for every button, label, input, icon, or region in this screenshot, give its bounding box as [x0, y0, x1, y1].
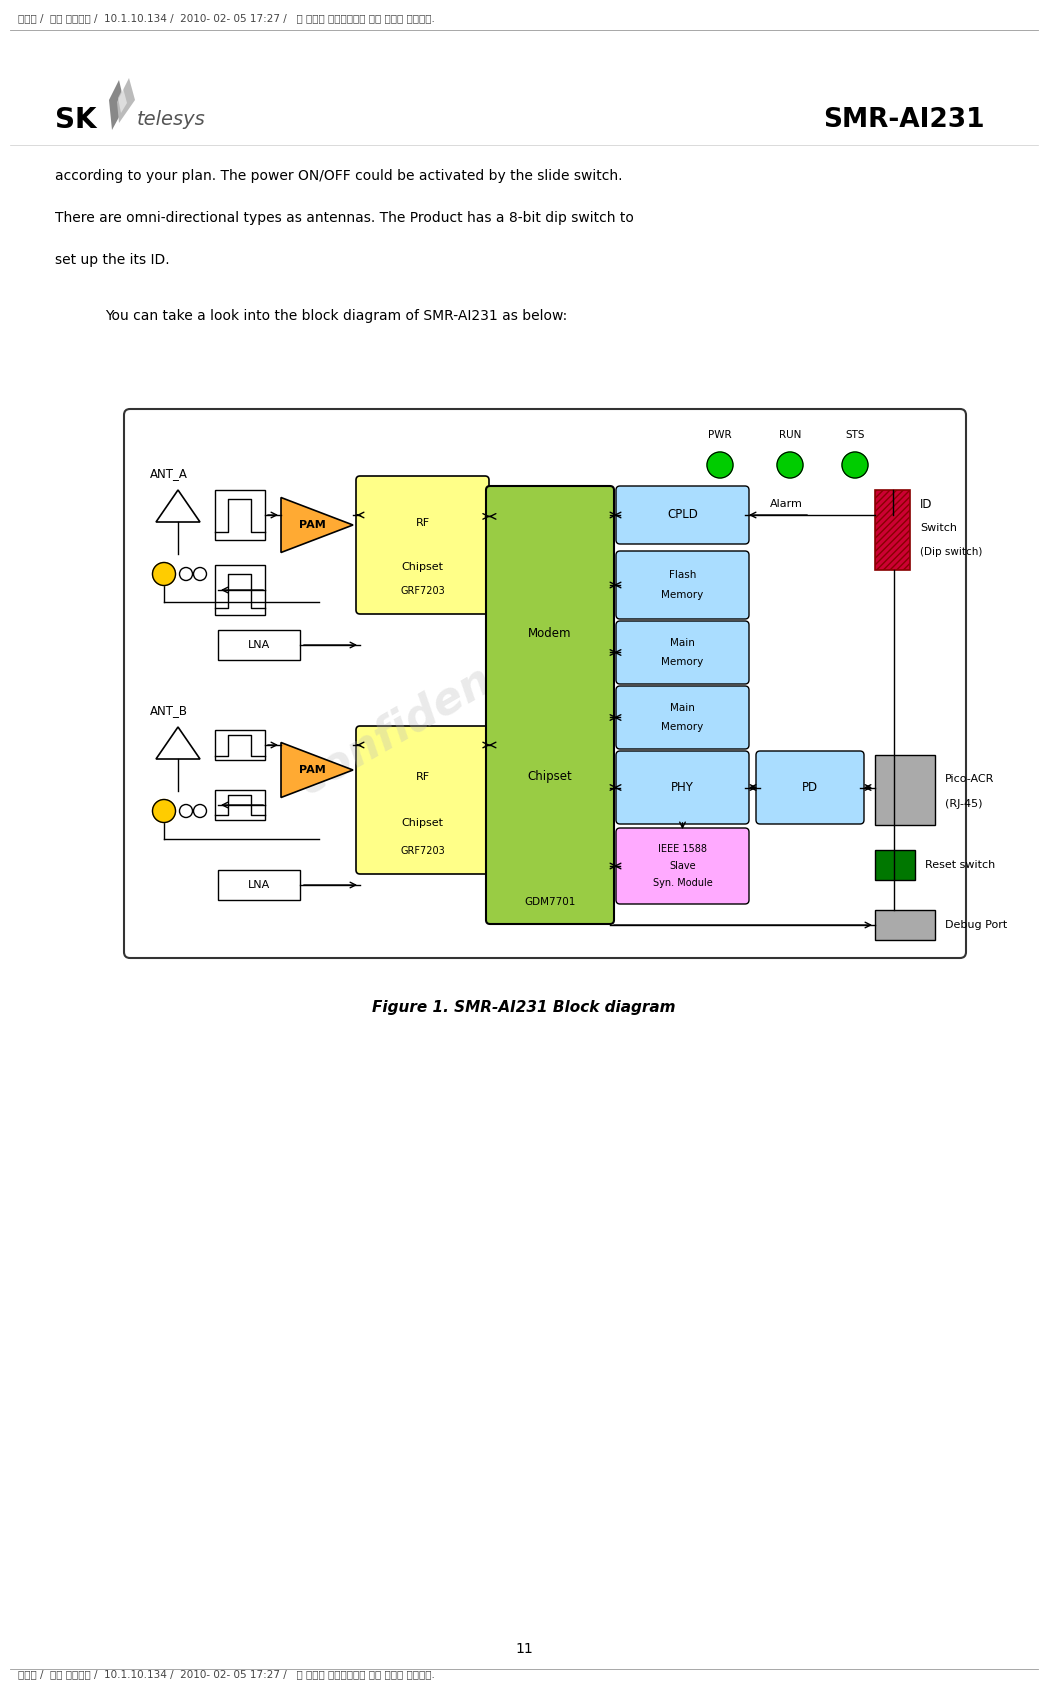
Text: RUN: RUN [779, 429, 801, 440]
Text: set up the its ID.: set up the its ID. [54, 253, 170, 266]
FancyBboxPatch shape [875, 910, 935, 940]
Text: Main: Main [670, 703, 695, 713]
Text: Alarm: Alarm [770, 499, 803, 509]
Text: SK: SK [54, 105, 96, 134]
Text: PHY: PHY [671, 781, 694, 794]
Text: Memory: Memory [661, 591, 703, 601]
FancyBboxPatch shape [616, 485, 749, 545]
Circle shape [153, 799, 175, 823]
Polygon shape [156, 726, 200, 759]
Circle shape [153, 562, 175, 585]
Text: 총무팀 /  사원 테스트용 /  10.1.10.134 /  2010- 02- 05 17:27 /   이 문서는 보안문서로서 외부 반출을 금합니다: 총무팀 / 사원 테스트용 / 10.1.10.134 / 2010- 02- … [18, 14, 435, 24]
Circle shape [777, 451, 803, 479]
Text: (Dip switch): (Dip switch) [920, 548, 982, 557]
Text: ANT_A: ANT_A [150, 467, 188, 480]
Text: 총무팀 /  사원 테스트용 /  10.1.10.134 /  2010- 02- 05 17:27 /   이 문서는 보안문서로서 외부 반출을 금합니다: 총무팀 / 사원 테스트용 / 10.1.10.134 / 2010- 02- … [18, 1670, 435, 1678]
Text: SMR-AI231: SMR-AI231 [824, 107, 985, 132]
Text: Memory: Memory [661, 657, 703, 667]
Text: Memory: Memory [661, 721, 703, 731]
Text: confidential: confidential [290, 616, 570, 803]
Text: Syn. Module: Syn. Module [653, 877, 713, 888]
FancyBboxPatch shape [875, 490, 910, 570]
Text: LNA: LNA [248, 640, 270, 650]
FancyBboxPatch shape [218, 871, 300, 899]
FancyBboxPatch shape [215, 730, 265, 760]
Text: Pico-ACR: Pico-ACR [945, 774, 995, 784]
Text: Chipset: Chipset [401, 562, 443, 572]
Text: ANT_B: ANT_B [150, 704, 188, 718]
Text: RF: RF [415, 772, 430, 782]
FancyBboxPatch shape [215, 565, 265, 614]
Polygon shape [281, 497, 353, 553]
FancyBboxPatch shape [875, 850, 915, 881]
Circle shape [194, 567, 206, 580]
Text: Switch: Switch [920, 523, 957, 533]
FancyBboxPatch shape [756, 752, 864, 825]
Polygon shape [281, 743, 353, 798]
FancyBboxPatch shape [875, 755, 935, 825]
FancyBboxPatch shape [616, 621, 749, 684]
FancyBboxPatch shape [616, 686, 749, 748]
FancyBboxPatch shape [215, 791, 265, 820]
Text: PAM: PAM [299, 765, 325, 776]
Text: ID: ID [920, 497, 933, 511]
Text: RF: RF [415, 518, 430, 528]
Text: Figure 1. SMR-AI231 Block diagram: Figure 1. SMR-AI231 Block diagram [372, 1000, 676, 1015]
Text: (RJ-45): (RJ-45) [945, 799, 982, 809]
Text: Modem: Modem [528, 626, 572, 640]
FancyBboxPatch shape [124, 409, 966, 959]
Text: Flash: Flash [669, 570, 696, 580]
Circle shape [179, 567, 193, 580]
Text: Chipset: Chipset [401, 818, 443, 828]
FancyBboxPatch shape [486, 485, 614, 923]
FancyBboxPatch shape [218, 630, 300, 660]
FancyBboxPatch shape [356, 726, 489, 874]
Text: GRF7203: GRF7203 [400, 585, 444, 596]
Text: telesys: telesys [137, 110, 205, 129]
Text: according to your plan. The power ON/OFF could be activated by the slide switch.: according to your plan. The power ON/OFF… [54, 170, 623, 183]
Text: PD: PD [802, 781, 818, 794]
Circle shape [842, 451, 868, 479]
Text: CPLD: CPLD [668, 509, 698, 521]
Text: GRF7203: GRF7203 [400, 847, 444, 855]
Text: 11: 11 [516, 1643, 532, 1656]
Polygon shape [117, 78, 135, 122]
Polygon shape [118, 88, 127, 114]
Polygon shape [156, 490, 200, 523]
Text: Chipset: Chipset [527, 770, 572, 784]
Text: Debug Port: Debug Port [945, 920, 1007, 930]
Text: Slave: Slave [670, 860, 696, 871]
Text: You can take a look into the block diagram of SMR-AI231 as below:: You can take a look into the block diagr… [105, 309, 567, 322]
Polygon shape [109, 80, 125, 131]
Circle shape [707, 451, 733, 479]
FancyBboxPatch shape [616, 828, 749, 905]
Text: PWR: PWR [708, 429, 732, 440]
FancyBboxPatch shape [356, 475, 489, 614]
Text: PAM: PAM [299, 519, 325, 529]
Text: STS: STS [846, 429, 865, 440]
FancyBboxPatch shape [215, 490, 265, 540]
Text: Reset switch: Reset switch [925, 860, 996, 871]
Text: There are omni-directional types as antennas. The Product has a 8-bit dip switch: There are omni-directional types as ante… [54, 210, 634, 226]
FancyBboxPatch shape [616, 552, 749, 619]
Text: LNA: LNA [248, 881, 270, 889]
FancyBboxPatch shape [616, 752, 749, 825]
Text: IEEE 1588: IEEE 1588 [658, 843, 707, 854]
Text: Main: Main [670, 638, 695, 648]
Circle shape [194, 804, 206, 818]
Text: GDM7701: GDM7701 [524, 898, 575, 906]
Circle shape [179, 804, 193, 818]
